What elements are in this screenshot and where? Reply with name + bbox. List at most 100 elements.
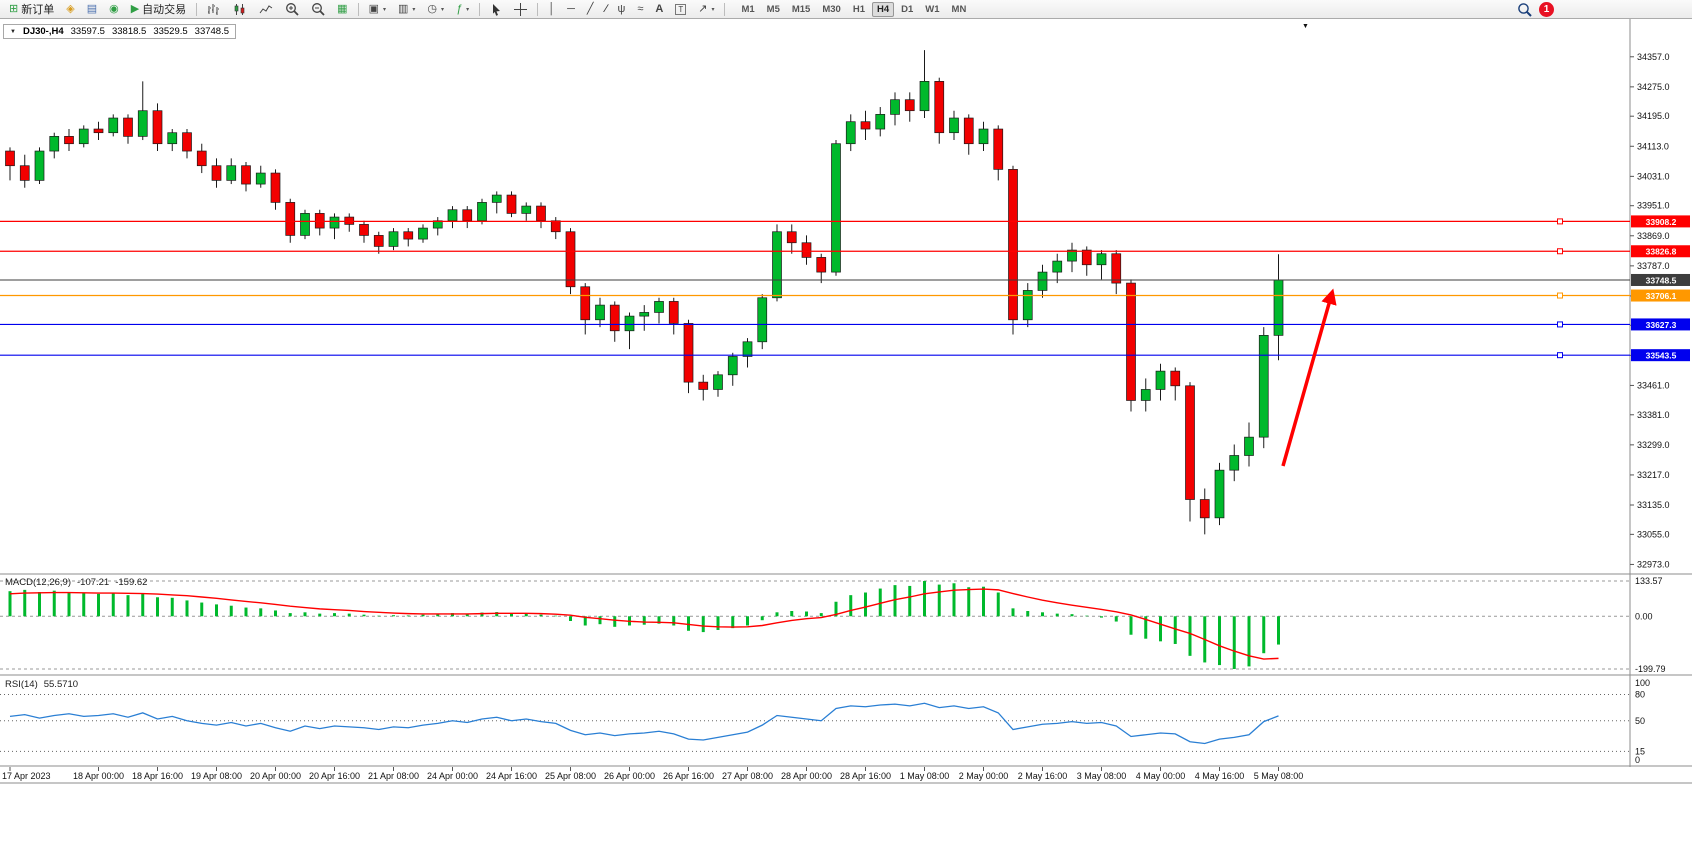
channel-button[interactable]: ∕∕	[600, 0, 610, 18]
timeframe-w1[interactable]: W1	[925, 3, 940, 15]
svg-text:0.00: 0.00	[1635, 611, 1653, 621]
text-label-icon: T	[675, 3, 687, 15]
rsi-title: RSI(14)	[5, 679, 38, 690]
up-arrow-annotation[interactable]	[1281, 288, 1337, 467]
candles	[5, 50, 1284, 535]
tile-windows-button[interactable]: ▦	[332, 0, 352, 18]
svg-text:33135.0: 33135.0	[1637, 500, 1670, 510]
profiles-icon: ▥	[398, 2, 409, 15]
price-axis-ticks: 34357.0 34275.0 34195.0 34113.0 34031.0 33951…	[1630, 52, 1670, 569]
ohlc-open: 33597.5	[70, 26, 105, 37]
svg-text:33706.1: 33706.1	[1646, 291, 1677, 301]
timeframe-m30[interactable]: M30	[822, 3, 841, 15]
new-order-label: 新订单	[21, 4, 55, 16]
zoom-out-button[interactable]	[306, 0, 330, 18]
svg-text:50: 50	[1635, 716, 1645, 726]
notification-badge[interactable]: 1	[1539, 1, 1554, 17]
arrows-tool-button[interactable]: ↗ ▾	[693, 0, 719, 18]
svg-text:33787.0: 33787.0	[1637, 261, 1670, 271]
line-anchor[interactable]	[1557, 292, 1563, 299]
chart-menu-arrow[interactable]: ▼	[1302, 23, 1309, 30]
community-button[interactable]: ◉	[104, 0, 124, 18]
timeframe-m15[interactable]: M15	[791, 3, 811, 15]
pitchfork-button[interactable]: ψ	[612, 0, 630, 18]
level-price-tag: 33826.8	[1631, 245, 1690, 258]
zoom-in-icon	[286, 3, 299, 16]
text-button[interactable]: A	[650, 0, 668, 18]
timeframe-m5[interactable]: M5	[766, 3, 780, 15]
rsi-line	[9, 702, 1279, 745]
svg-text:26 Apr 16:00: 26 Apr 16:00	[663, 771, 714, 781]
macd-panel[interactable]	[0, 575, 1630, 674]
candlestick-chart-button[interactable]	[228, 0, 252, 18]
toolbar-separator	[196, 2, 198, 16]
line-anchor[interactable]	[1557, 321, 1563, 328]
chevron-down-icon: ▾	[382, 6, 386, 13]
svg-text:26 Apr 00:00: 26 Apr 00:00	[604, 771, 655, 781]
svg-text:24 Apr 16:00: 24 Apr 16:00	[486, 771, 537, 781]
bid-price-tag: 33748.5	[1631, 273, 1690, 286]
templates-button[interactable]: ◈	[61, 0, 79, 18]
new-order-button[interactable]: ⊞ 新订单	[4, 0, 59, 18]
auto-trading-button[interactable]: ▶ 自动交易	[126, 0, 191, 18]
svg-text:4 May 00:00: 4 May 00:00	[1136, 771, 1186, 781]
fibonacci-button[interactable]: ≈	[632, 0, 648, 18]
time-axis[interactable]	[0, 767, 1692, 784]
text-label-button[interactable]: T	[670, 0, 691, 18]
zoom-in-button[interactable]	[280, 0, 304, 18]
price-axis[interactable]	[1630, 19, 1692, 767]
bar-chart-icon	[208, 3, 220, 15]
new-chart-button[interactable]: ▣ ▾	[364, 0, 391, 18]
print-icon: ▤	[86, 2, 98, 15]
timeframe-d1[interactable]: D1	[901, 3, 914, 15]
rsi-panel[interactable]	[0, 677, 1630, 766]
line-anchor[interactable]	[1557, 248, 1563, 255]
timeframe-h1[interactable]: H1	[852, 3, 865, 15]
cursor-button[interactable]	[485, 0, 507, 18]
macd-axis-labels: 133.57 0.00 -199.79	[1635, 576, 1666, 674]
new-chart-icon: ▣	[368, 2, 379, 15]
svg-text:20 Apr 16:00: 20 Apr 16:00	[309, 771, 360, 781]
indicators-button[interactable]: ƒ ▾	[451, 0, 474, 18]
bar-chart-button[interactable]	[202, 0, 226, 18]
svg-text:33908.2: 33908.2	[1646, 217, 1677, 227]
timeframe-h4[interactable]: H4	[871, 1, 895, 17]
timeframe-toolbar: M1 M5 M15 M30 H1 H4 D1 W1 MN	[736, 1, 971, 17]
horizontal-line-icon: ─	[567, 2, 575, 15]
chevron-down-icon: ▾	[412, 6, 416, 13]
svg-text:34031.0: 34031.0	[1637, 171, 1670, 181]
line-anchor[interactable]	[1557, 218, 1563, 225]
svg-text:33869.0: 33869.0	[1637, 231, 1670, 241]
svg-text:33543.5: 33543.5	[1646, 351, 1677, 361]
macd-histogram	[8, 581, 1280, 669]
svg-text:33055.0: 33055.0	[1637, 529, 1670, 539]
print-button[interactable]: ▤	[82, 0, 102, 18]
svg-text:133.57: 133.57	[1635, 576, 1663, 586]
timeframe-m1[interactable]: M1	[741, 3, 755, 15]
level-price-tag: 33543.5	[1631, 349, 1690, 362]
macd-label: MACD(12,26,9) -107.21 -159.62	[5, 577, 147, 588]
svg-text:0: 0	[1635, 755, 1640, 765]
search-icon	[1518, 2, 1532, 17]
svg-text:33461.0: 33461.0	[1637, 380, 1670, 390]
profiles-button[interactable]: ▥ ▾	[393, 0, 420, 18]
line-anchor[interactable]	[1557, 352, 1563, 359]
period-button[interactable]: ◷ ▾	[422, 0, 449, 18]
macd-main-value: -107.21	[77, 577, 110, 588]
vertical-line-button[interactable]: │	[543, 0, 560, 18]
svg-text:33381.0: 33381.0	[1637, 410, 1670, 420]
ohlc-close: 33748.5	[194, 26, 229, 37]
svg-text:2 May 16:00: 2 May 16:00	[1018, 771, 1068, 781]
chevron-down-icon: ▾	[466, 6, 470, 13]
crosshair-button[interactable]	[509, 0, 532, 18]
line-chart-button[interactable]	[254, 0, 278, 18]
search-button[interactable]	[1512, 0, 1537, 18]
svg-text:33627.3: 33627.3	[1646, 320, 1677, 330]
timeframe-mn[interactable]: MN	[951, 3, 967, 15]
trendline-button[interactable]: ╱	[582, 0, 599, 18]
collapse-ohlc-arrow[interactable]: ▼	[10, 28, 16, 35]
horizontal-line-button[interactable]: ─	[562, 0, 580, 18]
fibonacci-icon: ≈	[637, 2, 644, 15]
rsi-value: 55.5710	[43, 679, 79, 690]
